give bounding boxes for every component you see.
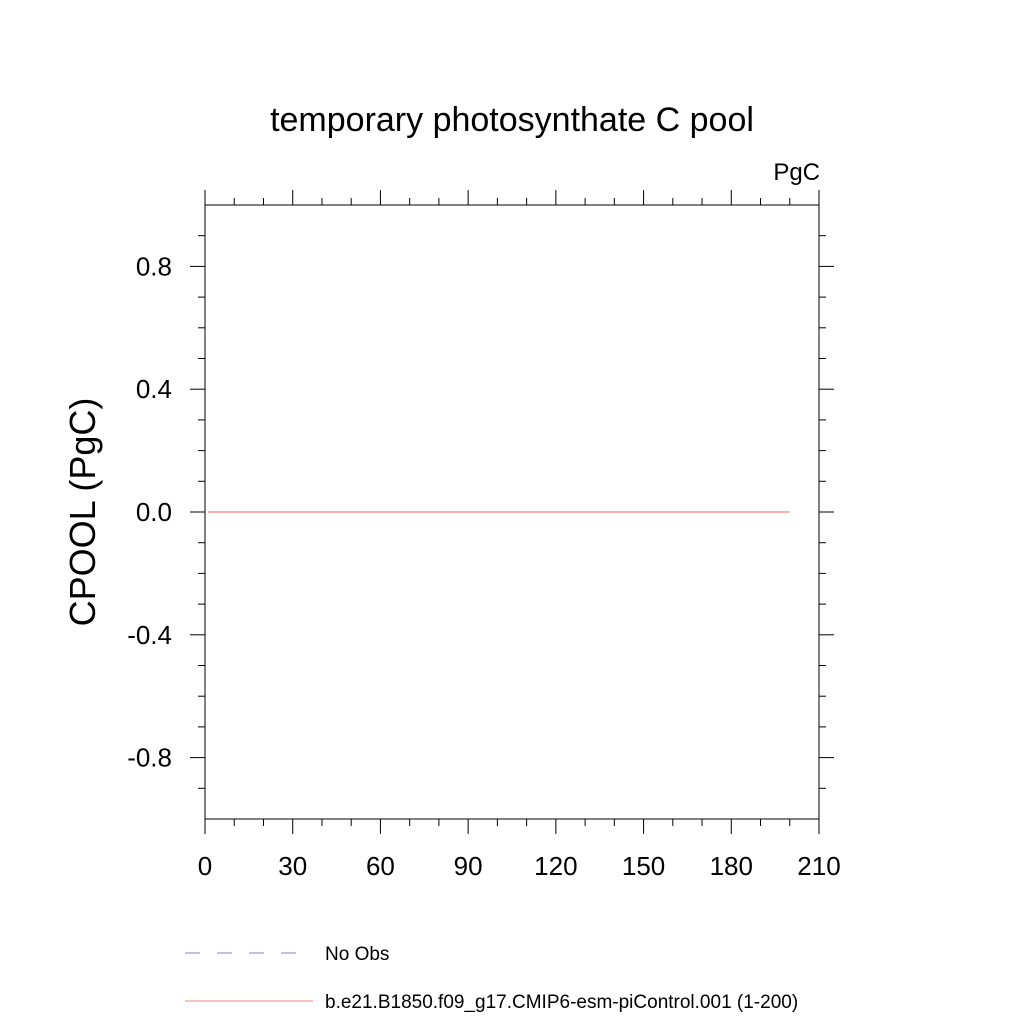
axis-tick-labels: 0 30 60 90 120 150 180 210 -0.8 -0.4 0.0 0.4 0.8 [127,251,841,881]
x-tick-label: 120 [534,851,577,881]
x-tick-label: 90 [454,851,483,881]
x-tick-label: 60 [366,851,395,881]
y-axis-label: CPOOL (PgC) [62,398,103,627]
x-tick-label: 150 [622,851,665,881]
x-tick-label: 30 [278,851,307,881]
x-tick-label: 0 [198,851,212,881]
chart-title: temporary photosynthate C pool [270,101,754,139]
legend-label-control: b.e21.B1850.f09_g17.CMIP6-esm-piControl.… [325,992,798,1013]
y-tick-label: 0.4 [136,374,172,404]
x-tick-label: 210 [797,851,840,881]
y-tick-label: 0.0 [136,497,172,527]
y-tick-label: -0.8 [127,743,172,773]
legend: No Obs b.e21.B1850.f09_g17.CMIP6-esm-piC… [185,944,798,1013]
axis-ticks [190,190,834,834]
units-label: PgC [773,159,820,186]
y-tick-label: -0.4 [127,620,172,650]
x-tick-label: 180 [710,851,753,881]
y-tick-label: 0.8 [136,251,172,281]
legend-label-no-obs: No Obs [325,944,389,965]
